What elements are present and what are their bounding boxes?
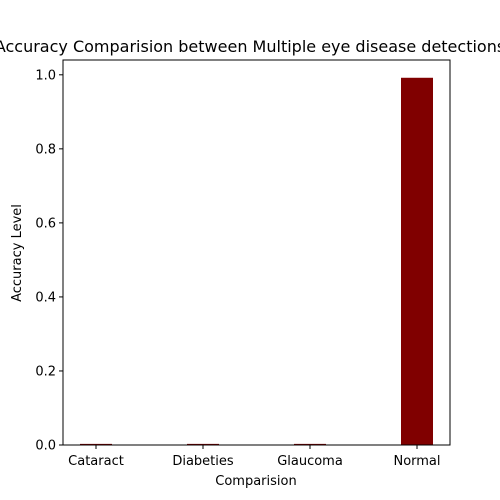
chart-title: Accuracy Comparision between Multiple ey… (0, 37, 500, 56)
y-tick-label: 0.2 (35, 364, 56, 379)
bars-group (80, 77, 433, 446)
bar-cataract (80, 443, 112, 445)
y-tick-label: 0.0 (35, 439, 56, 454)
y-tick-label: 0.6 (35, 216, 56, 231)
bar-diabeties (187, 443, 219, 445)
x-tick-label: Glaucoma (277, 454, 343, 469)
y-tick-label: 0.8 (35, 142, 56, 157)
x-axis: Cataract Diabeties Glaucoma Normal (68, 445, 441, 469)
plot-frame (62, 59, 451, 446)
x-tick-label: Normal (393, 454, 440, 469)
bar-glaucoma (294, 443, 326, 445)
y-axis-label: Accuracy Level (10, 204, 25, 302)
x-tick-label: Diabeties (172, 454, 234, 469)
bar-normal (401, 77, 433, 446)
x-tick-label: Cataract (68, 454, 124, 469)
y-tick-label: 0.4 (35, 290, 56, 305)
x-axis-label: Comparision (215, 474, 296, 489)
y-axis: 0.0 0.2 0.4 0.6 0.8 1.0 (35, 68, 63, 454)
y-tick-label: 1.0 (35, 68, 56, 83)
